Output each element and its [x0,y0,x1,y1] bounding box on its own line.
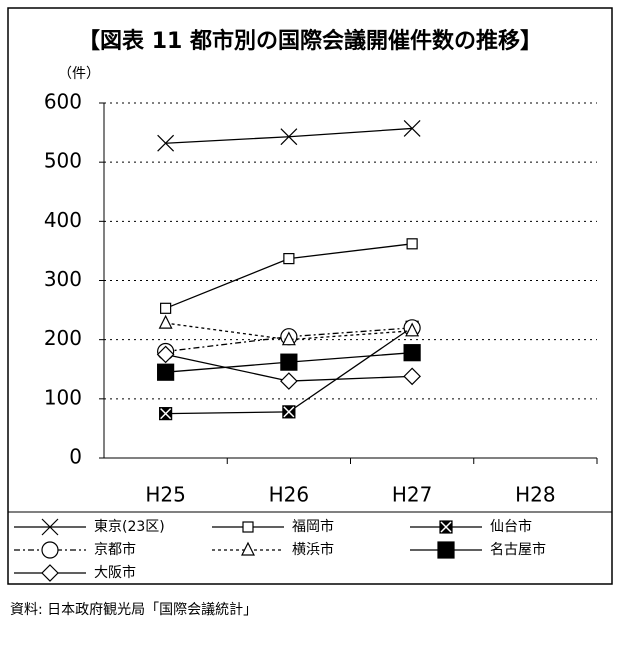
x-tick-label: H26 [269,483,310,507]
marker-part [403,120,421,137]
marker [242,521,254,533]
marker [282,405,296,419]
series-line [165,322,413,341]
marker-part [403,367,421,386]
marker [41,518,59,536]
marker [41,541,59,559]
marker-part [283,253,295,265]
marker-part [440,521,452,533]
marker-part [403,344,421,362]
y-tick-label: 0 [69,445,82,469]
marker-part [281,331,296,346]
legend-label: 京都市 [94,541,136,558]
y-tick-label: 300 [44,267,82,291]
marker [157,363,175,381]
legend-label: 名古屋市 [490,541,546,558]
chart-title: 【図表 11 都市別の国際会議開催件数の推移】 [78,28,542,54]
marker [439,520,453,534]
marker [406,238,418,250]
marker [160,302,172,314]
marker-part [157,134,175,152]
legend-label: 大阪市 [94,564,136,581]
marker-part [437,541,455,559]
marker-part [280,353,298,371]
marker [157,134,175,152]
marker-part [41,564,59,582]
x-tick-label: H27 [392,483,433,507]
marker-part [280,128,298,146]
marker [41,564,59,582]
marker [280,128,298,146]
marker-part [160,408,172,420]
marker [437,541,455,559]
series-line [165,327,413,353]
legend-label: 福岡市 [292,518,334,535]
source-note: 資料: 日本政府観光局「国際会議統計」 [10,601,257,618]
y-tick-label: 400 [44,208,82,232]
marker-part [283,406,295,418]
y-tick-label: 600 [44,90,82,114]
series-line [165,127,413,144]
marker-part [242,521,254,533]
y-tick-label: 100 [44,385,82,409]
marker-part [41,518,59,536]
marker-part [160,302,172,314]
legend-label: 横浜市 [292,541,334,558]
marker [281,331,296,346]
marker-part [157,363,175,381]
y-axis-unit: （件） [58,66,100,82]
x-tick-label: H28 [515,483,556,507]
marker [403,344,421,362]
marker-part [241,541,255,556]
marker-part [405,322,420,337]
marker [241,541,255,556]
marker [403,120,421,137]
marker-part [158,314,173,329]
marker-part [41,541,59,559]
marker [280,372,298,390]
y-tick-label: 200 [44,326,82,350]
marker-part [280,372,298,390]
legend-box [7,511,613,585]
marker [283,253,295,265]
x-tick-label: H25 [145,483,186,507]
legend-label: 東京(23区) [94,519,165,535]
marker [158,314,173,329]
marker-part [156,345,175,364]
marker [405,322,420,337]
legend-label: 仙台市 [490,518,532,535]
marker [159,407,173,421]
y-tick-label: 500 [44,149,82,173]
marker [280,353,298,371]
marker-part [406,238,418,250]
marker [156,345,175,364]
marker [403,367,421,386]
